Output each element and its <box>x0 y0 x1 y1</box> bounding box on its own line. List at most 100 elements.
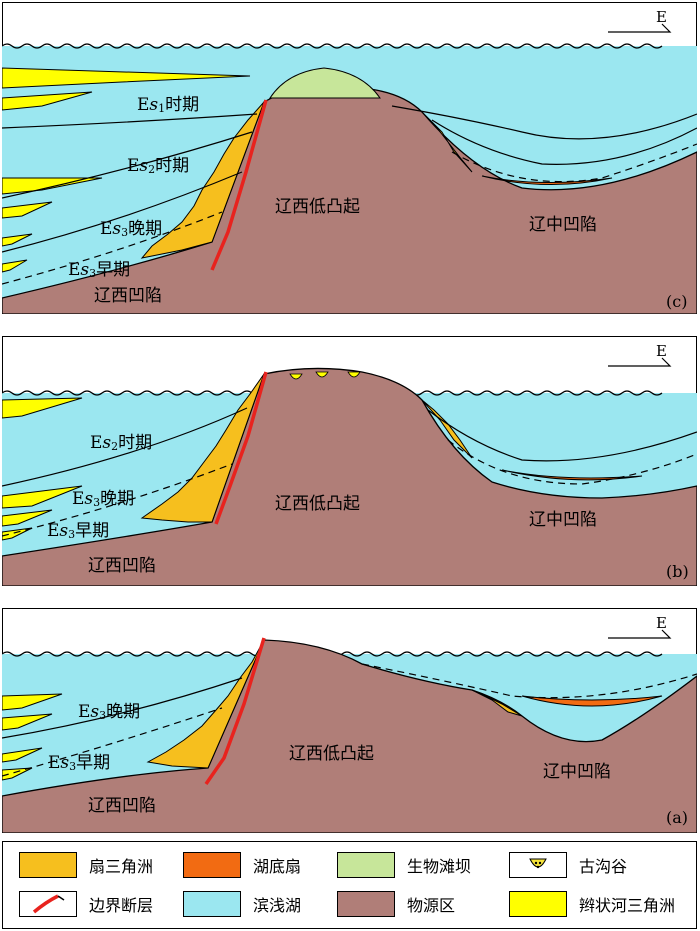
legend-item-fan-delta: 扇三角洲 <box>19 851 153 879</box>
legend-item-boundary-fault: 边界断层 <box>19 890 153 918</box>
boundary-line-dash-c <box>2 211 223 285</box>
lake-surface-c <box>2 43 663 49</box>
bio-beach-bar-c <box>269 67 381 99</box>
legend-item-braided-delta: 辫状河三角洲 <box>509 890 675 918</box>
paleo-valley-icon <box>289 371 361 380</box>
legend-label: 扇三角洲 <box>89 857 154 876</box>
uplift-label-b: 辽西低凸起 <box>275 494 360 514</box>
fan-delta-east-b <box>421 399 473 459</box>
braided-delta-4-b <box>2 527 33 541</box>
paleo-valley-swatch <box>509 852 567 878</box>
braided-delta-6-c <box>2 259 28 273</box>
braided-delta-2-a <box>2 713 53 731</box>
braided-delta-1-a <box>2 693 63 711</box>
west-sag-label-b: 辽西凹陷 <box>88 556 156 576</box>
panel-c: E Es1时期 Es2时期 Es3晚期 Es3早期 辽西低凸起 辽西凹陷 辽中凹… <box>2 2 697 314</box>
braided-delta-swatch <box>509 891 567 917</box>
stage-label-c-4: Es3早期 <box>68 260 131 280</box>
braided-delta-2-b <box>2 485 83 509</box>
legend-label: 滨浅湖 <box>253 896 302 915</box>
sublacustrine-fan-b <box>501 469 643 481</box>
provenance-area-swatch <box>337 891 395 917</box>
panel-tag-a: (a) <box>666 808 689 827</box>
legend-item-paleo-valley: 古沟谷 <box>509 851 627 879</box>
panel-b: E Es2时期 Es3晚期 Es3早期 辽西低凸起 辽西凹陷 辽中凹陷 (b) <box>2 336 697 586</box>
west-sag-label-a: 辽西凹陷 <box>88 796 156 816</box>
compass-label-b: E <box>656 342 667 360</box>
cross-section-b <box>2 336 697 586</box>
braided-delta-1-c <box>2 67 251 89</box>
fan-delta-east-c <box>421 111 473 173</box>
west-sag-label-c: 辽西凹陷 <box>94 286 162 306</box>
braided-delta-5-c <box>2 233 33 247</box>
boundary-line-3-c <box>2 171 243 253</box>
stage-label-a-1: Es3晚期 <box>78 702 141 722</box>
legend-item-sublacustrine-fan: 湖底扇 <box>183 851 301 879</box>
cross-section-a <box>2 608 697 833</box>
fan-delta-west-a <box>146 639 265 769</box>
provenance-area-a <box>2 639 697 833</box>
legend-label: 生物滩坝 <box>407 857 472 876</box>
sublacustrine-fan-c <box>481 175 613 185</box>
fan-delta-east-a <box>471 689 523 717</box>
fan-delta-west-c <box>140 101 265 259</box>
boundary-line-1-b <box>2 407 248 487</box>
fault-icon <box>32 894 65 914</box>
braided-delta-1-b <box>2 397 83 419</box>
bio-beach-bar-swatch <box>337 852 395 878</box>
boundary-line-east1-c <box>391 105 697 140</box>
shore-shallow-lake-swatch <box>183 891 241 917</box>
boundary-fault-c <box>210 99 268 271</box>
cross-section-c <box>2 2 697 314</box>
stage-label-b-2: Es3晚期 <box>72 489 135 509</box>
boundary-line-east2-c <box>431 119 697 165</box>
boundary-line-dash-b <box>2 463 233 537</box>
compass-arrow-icon <box>608 357 672 367</box>
legend-label: 古沟谷 <box>579 857 628 876</box>
legend-label: 辫状河三角洲 <box>579 896 676 915</box>
braided-delta-3-c <box>2 177 103 195</box>
panel-a: E Es3晚期 Es3早期 辽西低凸起 辽西凹陷 辽中凹陷 (a) <box>2 608 697 833</box>
braided-delta-3-a <box>2 747 43 763</box>
braided-delta-2-c <box>2 91 93 111</box>
fan-delta-swatch <box>19 852 77 878</box>
boundary-line-dash-a <box>2 707 223 777</box>
boundary-line-east1-b <box>427 409 697 462</box>
stage-label-c-1: Es1时期 <box>137 95 200 115</box>
braided-delta-4-a <box>2 767 33 781</box>
boundary-fault-a <box>204 637 266 785</box>
sublacustrine-fan-swatch <box>183 852 241 878</box>
legend-item-bio-beach-bar: 生物滩坝 <box>337 851 471 879</box>
legend-item-shore-shallow-lake: 滨浅湖 <box>183 890 301 918</box>
panel-tag-c: (c) <box>666 292 688 311</box>
boundary-line-2-c <box>2 131 253 199</box>
boundary-line-east1-a <box>361 663 697 699</box>
boundary-fault-b <box>214 371 268 525</box>
boundary-line-1-c <box>2 113 258 129</box>
uplift-label-a: 辽西低凸起 <box>289 744 374 764</box>
compass-arrow-icon <box>608 23 672 33</box>
legend-label: 物源区 <box>407 896 456 915</box>
stage-label-c-2: Es2时期 <box>127 156 190 176</box>
braided-delta-3-b <box>2 509 53 527</box>
legend-item-provenance-area: 物源区 <box>337 890 455 918</box>
central-sag-label-c: 辽中凹陷 <box>529 215 597 235</box>
sublacustrine-fan-a <box>521 695 663 707</box>
compass-label-a: E <box>656 614 667 632</box>
stage-label-b-3: Es3早期 <box>47 521 110 541</box>
paleo-valley-icon <box>529 858 547 869</box>
boundary-fault-swatch <box>19 891 77 917</box>
legend-label: 边界断层 <box>89 896 154 915</box>
compass-arrow-icon <box>608 629 672 639</box>
stage-label-c-3: Es3晚期 <box>100 219 163 239</box>
fan-delta-west-b <box>140 373 265 523</box>
legend: 扇三角洲 湖底扇 生物滩坝 古沟谷 边界断层 滨浅湖 物源区 <box>2 841 697 929</box>
compass-label-c: E <box>656 8 667 26</box>
braided-delta-4-c <box>2 201 53 219</box>
stage-label-a-2: Es3早期 <box>48 753 111 773</box>
stage-label-b-1: Es2时期 <box>90 433 153 453</box>
central-sag-label-a: 辽中凹陷 <box>543 762 611 782</box>
uplift-label-c: 辽西低凸起 <box>275 197 360 217</box>
panel-tag-b: (b) <box>666 562 689 581</box>
provenance-area-c <box>2 85 697 314</box>
